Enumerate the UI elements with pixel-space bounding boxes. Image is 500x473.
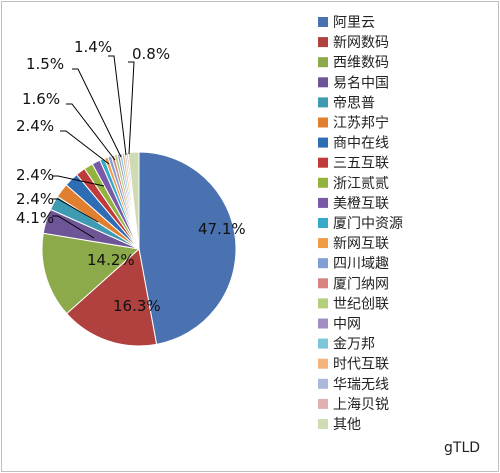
legend-label-16: 金万邦 [333, 337, 375, 353]
legend-swatch-20 [318, 419, 328, 429]
legend-swatch-9 [318, 197, 328, 208]
data-labels: 47.1%16.3%14.2%4.1%2.4%2.4%2.4%1.6%1.5%1… [16, 38, 246, 315]
legend-swatch-16 [318, 338, 328, 349]
legend-swatch-10 [318, 218, 328, 228]
legend-swatch-15 [318, 318, 328, 329]
leader-lines [52, 55, 135, 239]
legend-swatch-2 [318, 57, 328, 68]
legend-label-1: 新网数码 [333, 35, 389, 51]
leader-line-6 [60, 130, 110, 165]
pie-slice-2 [41, 232, 141, 315]
data-label-5: 2.4% [16, 166, 54, 184]
legend-swatch-12 [318, 258, 328, 269]
legend-label-19: 上海贝锐 [333, 397, 389, 413]
pie-slice-0 [138, 151, 237, 345]
legend-label-10: 厦门中资源 [333, 216, 403, 232]
data-label-10: 0.8% [132, 45, 170, 63]
legend-label-5: 江苏邦宁 [333, 115, 389, 132]
data-label-7: 1.6% [22, 90, 60, 108]
legend-label-8: 浙江贰贰 [333, 175, 389, 192]
legend-label-4: 帝思普 [333, 95, 375, 111]
legend-label-17: 时代互联 [333, 357, 389, 373]
legend-label-6: 商中在线 [333, 136, 389, 152]
legend-label-11: 新网互联 [333, 236, 389, 252]
leader-line-10 [128, 61, 135, 155]
legend-swatch-19 [318, 398, 328, 409]
leader-line-7 [66, 103, 116, 161]
legend-label-0: 阿里云 [333, 15, 375, 31]
data-label-2: 14.2% [87, 251, 135, 269]
legend-swatch-7 [318, 157, 328, 168]
legend-label-13: 厦门纳网 [333, 276, 389, 292]
legend-label-3: 易名中国 [333, 75, 389, 91]
pie-slice-1 [65, 248, 158, 347]
leader-line-3 [52, 215, 95, 239]
data-label-4: 2.4% [16, 190, 54, 208]
legend-swatch-11 [318, 238, 328, 249]
legend-swatch-13 [318, 278, 328, 289]
data-label-3: 4.1% [16, 209, 54, 227]
legend-label-9: 美橙互联 [333, 196, 389, 212]
legend-label-14: 世纪创联 [333, 296, 389, 312]
legend-label-2: 西维数码 [333, 55, 389, 71]
legend-swatch-1 [318, 37, 328, 48]
leader-line-9 [108, 55, 127, 156]
legend-label-18: 华瑞无线 [333, 377, 389, 393]
legend-label-20: 其他 [333, 417, 361, 433]
legend-label-15: 中网 [333, 317, 361, 333]
data-label-8: 1.5% [26, 55, 64, 73]
corner-label: gTLD [444, 440, 480, 456]
leader-line-8 [72, 68, 122, 158]
data-label-9: 1.4% [74, 38, 112, 56]
legend-swatch-8 [318, 177, 328, 188]
pie-slices [41, 151, 237, 347]
legend-swatch-4 [318, 97, 328, 108]
legend-swatch-18 [318, 378, 328, 389]
data-label-0: 47.1% [198, 220, 246, 238]
legend-swatch-17 [318, 358, 328, 369]
legend-swatch-14 [318, 298, 328, 309]
legend-swatch-6 [318, 137, 328, 148]
legend-label-7: 三五互联 [333, 156, 389, 172]
pie-slice-20 [127, 151, 140, 250]
legend: 阿里云新网数码西维数码易名中国帝思普江苏邦宁商中在线三五互联浙江贰贰美橙互联厦门… [318, 15, 403, 433]
leader-line-4 [52, 198, 99, 223]
legend-label-12: 四川域趣 [333, 256, 389, 272]
data-label-1: 16.3% [113, 297, 161, 315]
legend-swatch-5 [318, 117, 328, 128]
legend-swatch-0 [318, 17, 328, 27]
legend-swatch-3 [318, 77, 328, 88]
leader-line-5 [52, 175, 105, 187]
data-label-6: 2.4% [16, 117, 54, 135]
